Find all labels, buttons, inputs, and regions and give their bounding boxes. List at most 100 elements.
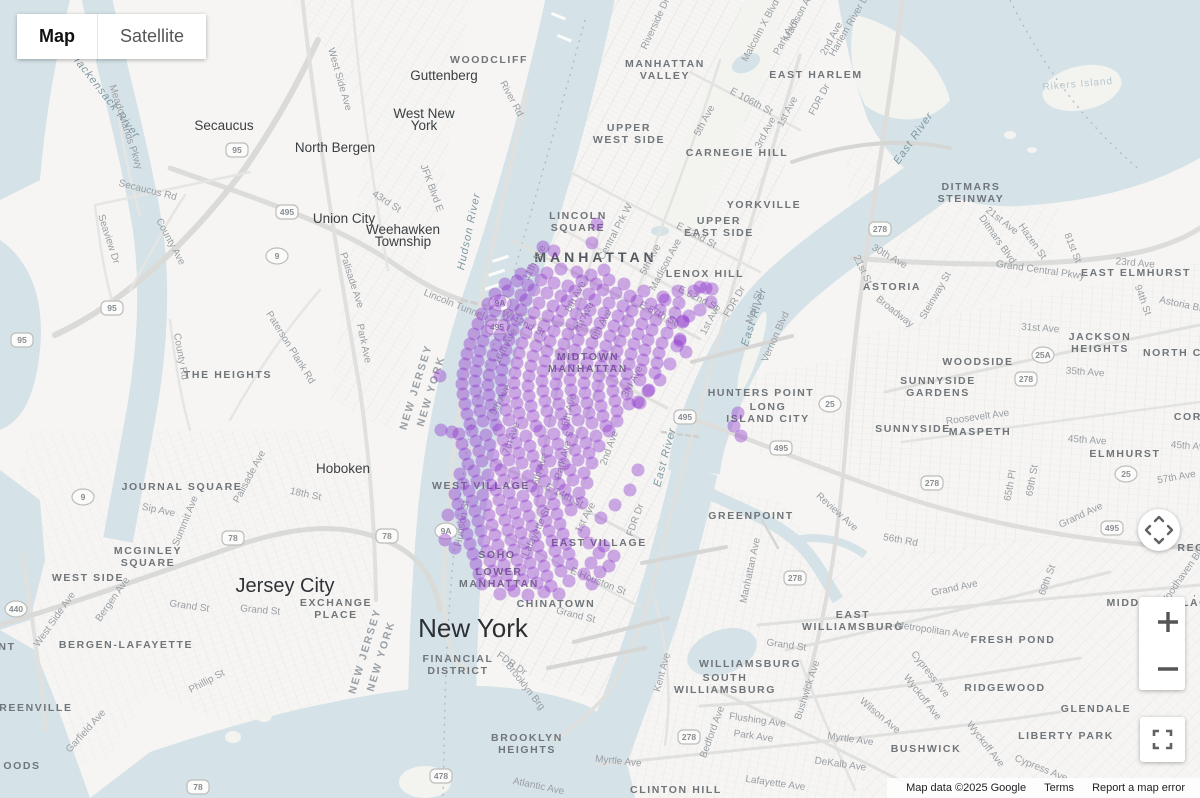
map-label: SOUTH WILLIAMSBURG (674, 672, 776, 696)
data-dot (482, 508, 496, 522)
data-dot (544, 579, 558, 593)
map-label: DITMARS STEINWAY (938, 181, 1005, 205)
data-dot (577, 525, 591, 539)
route-shield: 9A (488, 294, 512, 312)
data-dot (592, 439, 606, 453)
svg-text:495: 495 (774, 443, 788, 453)
map-type-map-button[interactable]: Map (17, 14, 98, 59)
svg-text:9A: 9A (441, 526, 452, 536)
map-label: REGO PARK (1177, 542, 1200, 554)
map-label: SUNNYSIDE (875, 423, 951, 435)
data-dot (482, 368, 496, 382)
data-dot (584, 556, 598, 570)
data-dot (555, 304, 569, 318)
data-dot (596, 349, 610, 363)
svg-text:495: 495 (490, 322, 504, 332)
data-dot (635, 317, 649, 331)
data-dot (562, 574, 576, 588)
data-dot (533, 424, 547, 438)
data-dot (514, 303, 528, 317)
data-dot (687, 284, 701, 298)
map-label: MASPETH (949, 426, 1012, 438)
data-dot (554, 447, 568, 461)
data-dot (570, 265, 584, 279)
data-dot (493, 294, 507, 308)
data-dot (566, 473, 580, 487)
data-dot (592, 369, 606, 383)
map-label: MANHATTAN (534, 249, 657, 265)
data-dot (613, 334, 627, 348)
data-dot (500, 568, 514, 582)
svg-text:78: 78 (228, 533, 238, 543)
data-dot (481, 378, 495, 392)
data-dot (565, 557, 579, 571)
data-dot (594, 399, 608, 413)
map-label: 45th Ave (1170, 440, 1200, 454)
data-dot (564, 383, 578, 397)
map-label: GLENDALE (1061, 703, 1132, 715)
data-dot (493, 328, 507, 342)
report-error-link[interactable]: Report a map error (1092, 782, 1185, 794)
fullscreen-brackets-icon (1152, 729, 1173, 750)
data-dot (596, 409, 610, 423)
data-dot (456, 387, 470, 401)
data-dot (606, 364, 620, 378)
zoom-out-button[interactable] (1139, 647, 1185, 697)
data-dot (523, 556, 537, 570)
data-dot (572, 486, 586, 500)
data-dot (507, 376, 521, 390)
data-dot (580, 356, 594, 370)
data-dot (524, 359, 538, 373)
map-label: 69th St (1024, 464, 1040, 497)
data-dot (542, 524, 556, 538)
data-dot (547, 497, 561, 511)
svg-text:278: 278 (788, 573, 802, 583)
route-shields: 95 95 95 495 495 495 495 495 9 9 9A 9A 440 78 78 78 278 2… (4, 142, 1138, 795)
map-label: 45th Ave (1067, 434, 1107, 448)
data-dot (565, 317, 579, 331)
data-dot (727, 419, 741, 433)
data-dot (589, 326, 603, 340)
data-dot (608, 354, 622, 368)
data-dot (546, 299, 560, 313)
data-dot (610, 404, 624, 418)
data-dot (561, 279, 575, 293)
data-dot (575, 426, 589, 440)
data-dot (592, 546, 606, 560)
data-dot (551, 437, 565, 451)
data-dot (475, 577, 489, 591)
map-label: Union City (313, 211, 376, 226)
map-label: OODS (3, 760, 40, 772)
map-type-satellite-button[interactable]: Satellite (98, 14, 207, 59)
map-label: LENOX HILL (666, 268, 744, 280)
route-shield: 95 (10, 332, 34, 348)
fullscreen-button[interactable] (1140, 717, 1185, 762)
data-dot (547, 324, 561, 338)
route-shield: 495 (1100, 520, 1124, 536)
data-dot (484, 314, 498, 328)
data-dot (510, 356, 524, 370)
data-dot (523, 439, 537, 453)
data-dot (620, 367, 634, 381)
svg-text:495: 495 (280, 207, 294, 217)
data-dot (465, 494, 479, 508)
map-label: UPPER EAST SIDE (684, 215, 754, 239)
zoom-in-button[interactable] (1139, 597, 1185, 647)
data-dot (484, 358, 498, 372)
data-dot (471, 394, 485, 408)
pan-control[interactable] (1138, 509, 1180, 551)
map-label: JACKSON HEIGHTS (1069, 331, 1132, 355)
terms-link[interactable]: Terms (1044, 782, 1075, 794)
data-dot (580, 476, 594, 490)
data-dot (554, 407, 568, 421)
data-dot (644, 297, 658, 311)
data-dot (583, 303, 597, 317)
data-dot (568, 403, 582, 417)
data-dot (505, 426, 519, 440)
data-dot (585, 577, 599, 591)
route-shield: 25A (1031, 346, 1055, 364)
data-dot (458, 397, 472, 411)
data-dot (663, 357, 677, 371)
data-dot (566, 353, 580, 367)
